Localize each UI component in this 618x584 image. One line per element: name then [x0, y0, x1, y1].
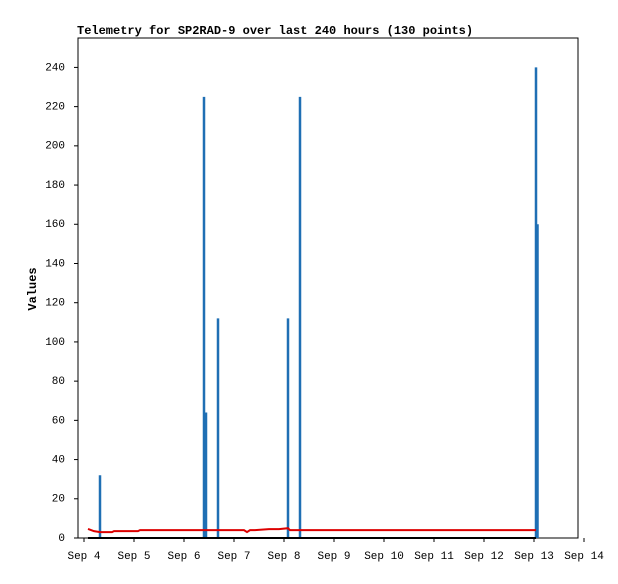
y-tick-label: 120 — [45, 298, 65, 310]
y-tick-label: 0 — [58, 533, 65, 545]
x-tick-label: Sep 4 — [67, 551, 100, 563]
y-tick-label: 60 — [52, 415, 65, 427]
plot-frame — [77, 37, 579, 539]
y-tick-label: 240 — [45, 62, 65, 74]
y-axis-label: Values — [26, 267, 40, 310]
y-tick-label: 180 — [45, 180, 65, 192]
y-tick-label: 40 — [52, 454, 65, 466]
x-tick-label: Sep 9 — [317, 551, 350, 563]
y-tick-label: 200 — [45, 141, 65, 153]
x-tick-label: Sep 13 — [514, 551, 554, 563]
x-tick-label: Sep 14 — [564, 551, 604, 563]
x-tick-label: Sep 8 — [267, 551, 300, 563]
y-tick-label: 80 — [52, 376, 65, 388]
chart-title: Telemetry for SP2RAD-9 over last 240 hou… — [77, 24, 473, 38]
y-tick-label: 140 — [45, 258, 65, 270]
y-tick-label: 100 — [45, 337, 65, 349]
x-tick-label: Sep 6 — [167, 551, 200, 563]
x-tick-label: Sep 12 — [464, 551, 504, 563]
x-tick-label: Sep 5 — [117, 551, 150, 563]
x-tick-label: Sep 11 — [414, 551, 454, 563]
y-tick-label: 160 — [45, 219, 65, 231]
series-line — [87, 527, 536, 534]
x-tick-label: Sep 7 — [217, 551, 250, 563]
x-tick-label: Sep 10 — [364, 551, 404, 563]
y-tick-label: 20 — [52, 494, 65, 506]
y-tick-label: 220 — [45, 102, 65, 114]
